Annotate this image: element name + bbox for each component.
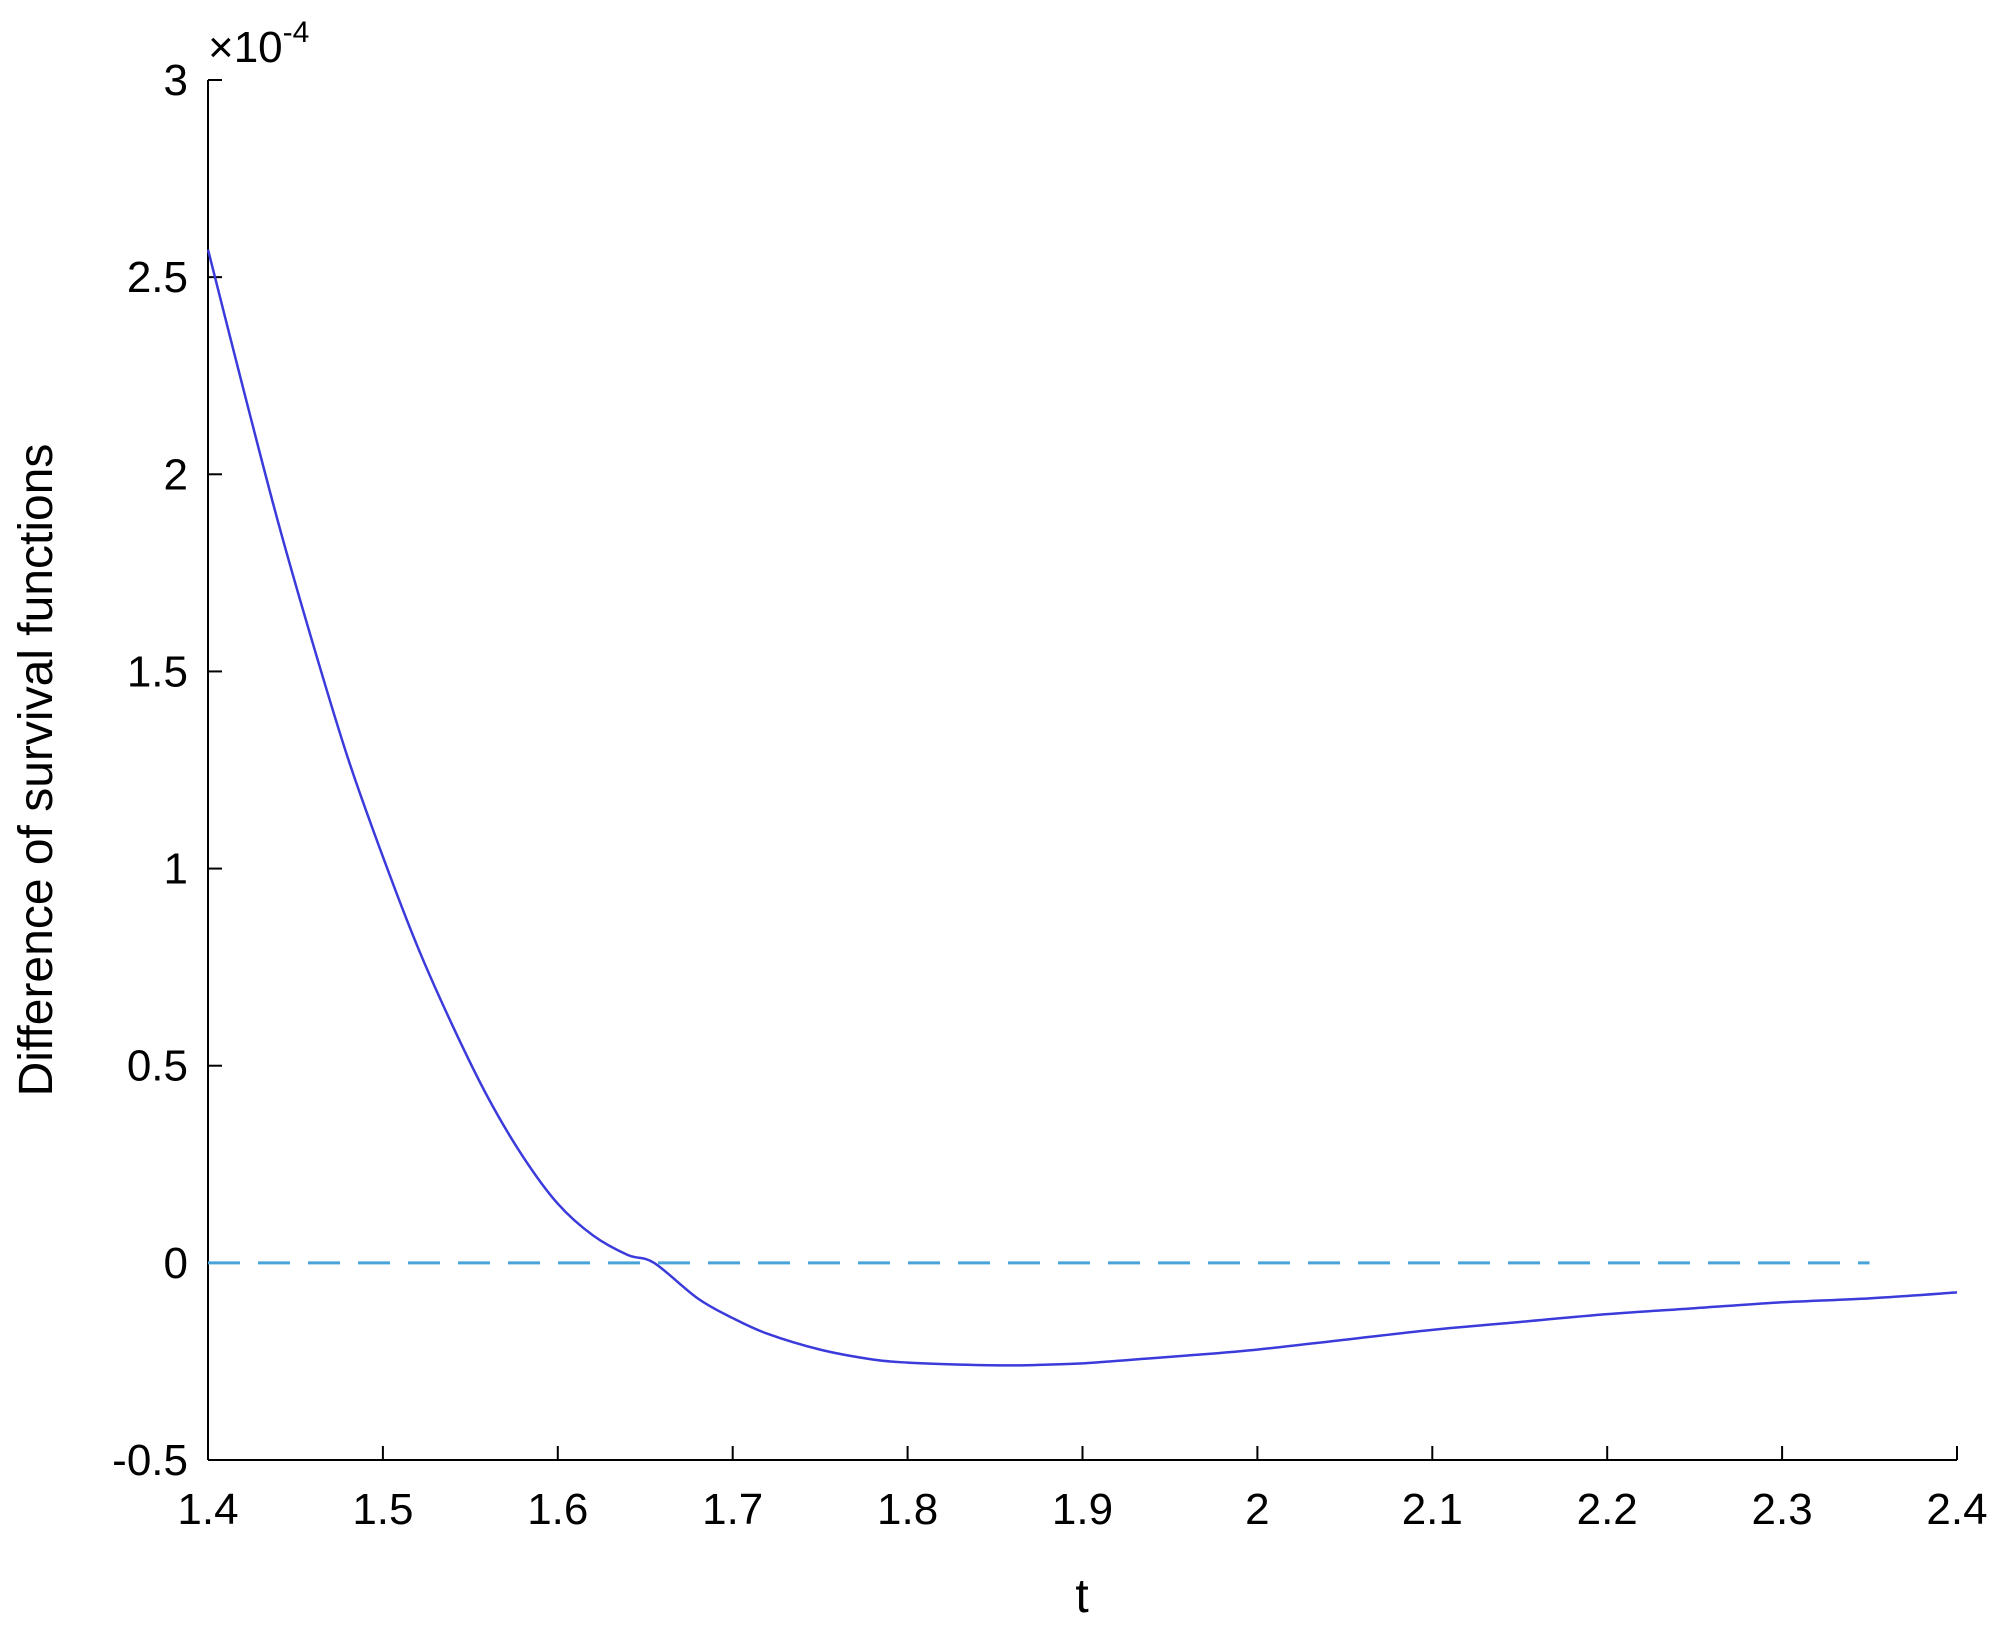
y-tick-label: 2.5 <box>127 253 188 302</box>
x-tick-label: 2.1 <box>1402 1485 1463 1534</box>
x-tick-label: 1.7 <box>702 1485 763 1534</box>
y-axis-label: Difference of survival functions <box>10 444 63 1097</box>
x-tick-label: 1.8 <box>877 1485 938 1534</box>
difference-curve <box>206 249 1958 1367</box>
y-tick-label: -0.5 <box>112 1436 188 1485</box>
y-tick-label: 0.5 <box>127 1042 188 1091</box>
y-ticks: -0.5 0 0.5 1 1.5 2 2.5 3 <box>112 56 222 1485</box>
x-tick-label: 2.4 <box>1926 1485 1987 1534</box>
y-tick-label: 2 <box>164 450 188 499</box>
y-multiplier: ×10-4 <box>208 16 309 72</box>
y-tick-label: 1 <box>164 845 188 894</box>
x-tick-label: 1.4 <box>177 1485 238 1534</box>
x-tick-label: 2.2 <box>1577 1485 1638 1534</box>
y-tick-label: 0 <box>164 1239 188 1288</box>
x-axis-label: t <box>1075 1570 1088 1623</box>
x-tick-label: 2.3 <box>1752 1485 1813 1534</box>
axes <box>207 80 1957 1461</box>
y-tick-label: 3 <box>164 56 188 105</box>
x-tick-label: 1.5 <box>352 1485 413 1534</box>
x-tick-label: 1.6 <box>527 1485 588 1534</box>
x-tick-label: 1.9 <box>1052 1485 1113 1534</box>
x-tick-label: 2 <box>1245 1485 1269 1534</box>
x-ticks: 1.4 1.5 1.6 1.7 1.8 1.9 2 2.1 2.2 2.3 2.4 <box>177 1446 1988 1534</box>
y-tick-label: 1.5 <box>127 647 188 696</box>
series-layer <box>206 249 1958 1367</box>
